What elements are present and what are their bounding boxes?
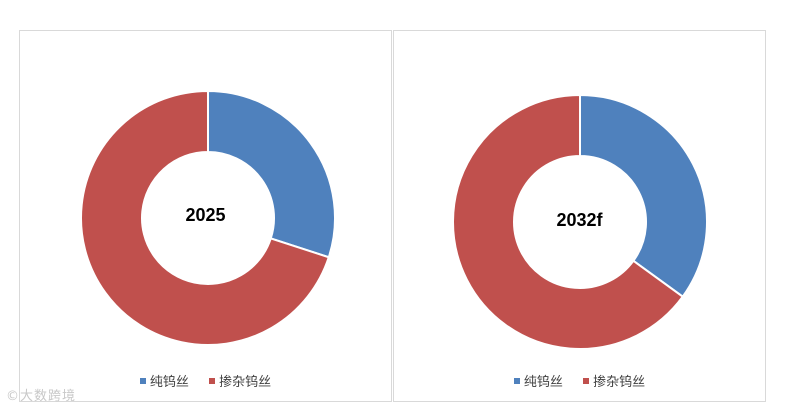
- donut-chart-2025-panel: 2025 纯钨丝 掺杂钨丝: [19, 30, 392, 402]
- legend-item-doped: 掺杂钨丝: [583, 371, 645, 390]
- watermark-logo: ©大数跨境: [6, 389, 77, 404]
- legend-item-pure: 纯钨丝: [513, 371, 563, 390]
- legend-label-pure: 纯钨丝: [523, 375, 563, 390]
- slice-pure-tungsten-2025: [207, 89, 336, 259]
- donut-chart-2025: [80, 89, 336, 346]
- legend-label-doped: 掺杂钨丝: [219, 375, 272, 390]
- legend-item-pure: 纯钨丝: [139, 371, 189, 390]
- legend-label-doped: 掺杂钨丝: [593, 375, 646, 390]
- legend-swatch-doped: [583, 377, 590, 384]
- legend-2032f: 纯钨丝 掺杂钨丝: [394, 371, 765, 390]
- center-label-2032f: 2032f: [556, 210, 603, 230]
- slice-doped-tungsten-2032f: [452, 93, 685, 350]
- center-label-2025: 2025: [185, 205, 226, 225]
- legend-label-pure: 纯钨丝: [149, 375, 189, 390]
- legend-swatch-pure: [513, 377, 520, 384]
- slice-doped-tungsten-2025: [80, 89, 331, 346]
- legend-swatch-pure: [139, 377, 146, 384]
- donut-chart-2032f-panel: 2032f 纯钨丝 掺杂钨丝: [393, 30, 766, 402]
- slice-pure-tungsten-2032f: [579, 93, 708, 299]
- legend-2025: 纯钨丝 掺杂钨丝: [20, 371, 391, 390]
- legend-item-doped: 掺杂钨丝: [209, 371, 271, 390]
- legend-swatch-doped: [209, 377, 216, 384]
- donut-chart-2032f: [452, 93, 708, 350]
